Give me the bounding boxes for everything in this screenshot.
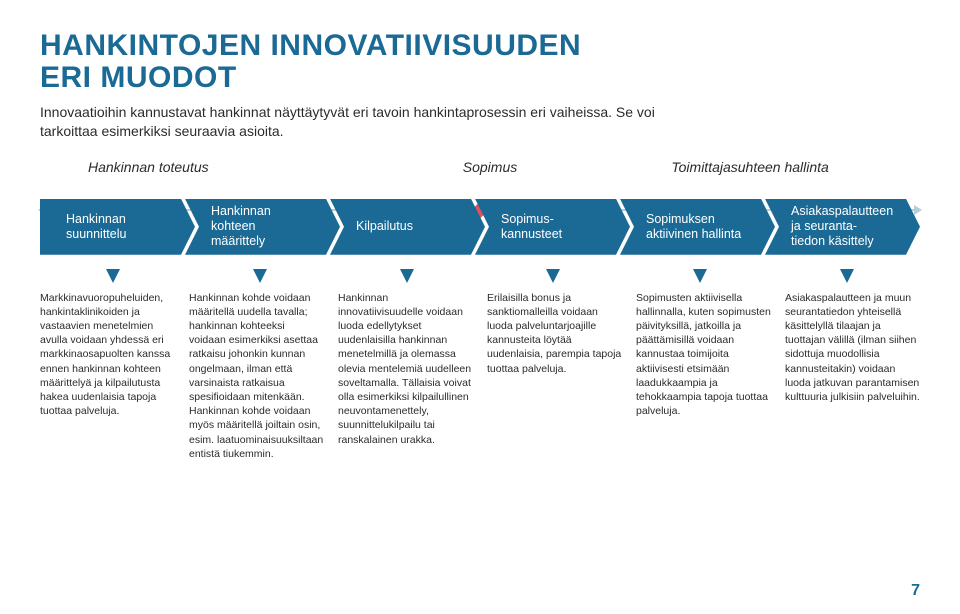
column-2: Hankinnan kohde voidaan määritellä uudel… [189,291,324,461]
chevron-5: Sopimuksenaktiivinen hallinta [620,199,775,255]
description-columns: Markkinavuoropuheluiden, hankintakliniko… [40,291,920,461]
chevron-2: Hankinnankohteenmäärittely [185,199,340,255]
arrow-down-icon [106,269,120,283]
column-1: Markkinavuoropuheluiden, hankintakliniko… [40,291,175,461]
column-4: Erilaisilla bonus ja sanktiomalleilla vo… [487,291,622,461]
column-3: Hankinnan innovatiivisuudelle voidaan lu… [338,291,473,461]
timeline: Hankinnansuunnittelu Hankinnankohteenmää… [40,199,920,255]
stage-labels: Hankinnan toteutus Sopimus Toimittajasuh… [40,159,920,175]
chevron-6-label: Asiakaspalautteenja seuranta-tiedon käsi… [791,204,893,249]
chevron-1-label: Hankinnansuunnittelu [66,212,126,242]
title-line1: HANKINTOJEN INNOVATIIVISUUDEN [40,29,581,62]
process-chevrons: Hankinnansuunnittelu Hankinnankohteenmää… [40,199,920,255]
arrow-down-icon [400,269,414,283]
chevron-4-label: Sopimus-kannusteet [501,212,562,242]
stage-right: Toimittajasuhteen hallinta [608,159,912,175]
arrow-down-icon [253,269,267,283]
down-arrows [40,269,920,283]
chevron-6: Asiakaspalautteenja seuranta-tiedon käsi… [765,199,920,255]
column-5: Sopimusten aktiivisella hallinnalla, kut… [636,291,771,461]
arrow-down-icon [546,269,560,283]
arrow-down-icon [840,269,854,283]
arrow-down-icon [693,269,707,283]
chevron-2-label: Hankinnankohteenmäärittely [211,204,271,249]
chevron-1: Hankinnansuunnittelu [40,199,195,255]
page-number: 7 [911,582,920,600]
page-title: HANKINTOJEN INNOVATIIVISUUDEN ERI MUODOT [40,30,920,93]
chevron-4: Sopimus-kannusteet [475,199,630,255]
chevron-5-label: Sopimuksenaktiivinen hallinta [646,212,741,242]
stage-center: Sopimus [372,159,608,175]
column-6: Asiakaspalautteen ja muun seurantatiedon… [785,291,920,461]
stage-left: Hankinnan toteutus [48,159,372,175]
chevron-3: Kilpailutus [330,199,485,255]
chevron-3-label: Kilpailutus [356,219,413,234]
intro-text: Innovaatioihin kannustavat hankinnat näy… [40,103,680,141]
title-line2: ERI MUODOT [40,61,237,94]
